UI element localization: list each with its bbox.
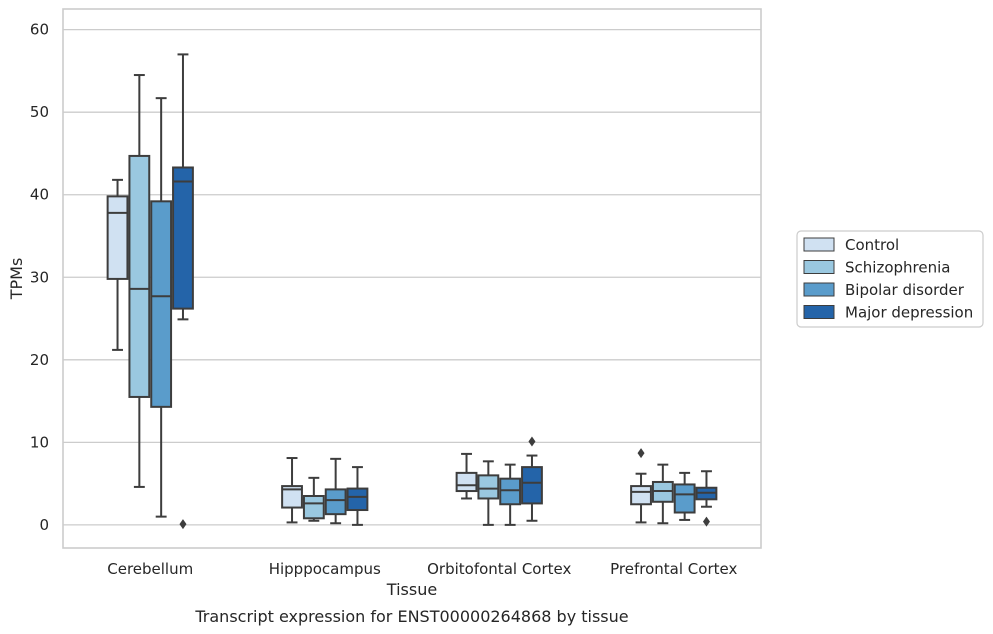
box-iqr <box>106 195 129 280</box>
box-iqr <box>346 487 369 512</box>
box-bipolar-disorder <box>499 463 522 526</box>
box-bipolar-disorder <box>673 471 696 521</box>
outlier-point <box>702 516 710 527</box>
legend-swatch <box>803 305 835 319</box>
y-axis-ticks: 0 10 20 30 40 50 60 <box>30 21 49 534</box>
y-tick-label: 30 <box>30 268 49 286</box>
x-tick-label: Prefrontal Cortex <box>610 560 737 578</box>
y-tick-label: 20 <box>30 351 49 369</box>
y-tick-label: 40 <box>30 186 49 204</box>
legend-swatch <box>803 260 835 274</box>
legend-label: Control <box>845 236 899 254</box>
box-control <box>281 457 303 524</box>
box-iqr <box>172 166 194 310</box>
box-iqr <box>324 488 347 516</box>
plot-area <box>62 8 762 549</box>
box-schizophrenia <box>128 74 151 488</box>
x-tick-label: Orbitofontal Cortex <box>427 560 571 578</box>
y-tick-label: 10 <box>30 433 49 451</box>
legend-swatch <box>803 237 835 252</box>
box-iqr <box>673 483 696 514</box>
y-axis-label: TPMs <box>7 258 26 301</box>
x-axis-ticks: Cerebellum Hipppocampus Orbitofontal Corte… <box>107 560 737 578</box>
box-iqr <box>630 485 652 506</box>
box-major-depression <box>521 436 543 522</box>
box-iqr <box>302 494 325 520</box>
legend-label: Schizophrenia <box>845 259 950 277</box>
outlier-point <box>528 436 536 447</box>
legend: Control Schizophrenia Bipolar disorder Majo… <box>796 230 984 328</box>
box-iqr <box>499 477 522 506</box>
box-bipolar-disorder <box>324 457 347 525</box>
box-major-depression <box>172 53 194 530</box>
box-iqr <box>281 485 303 509</box>
x-axis-label: Tissue <box>386 580 437 599</box>
chart-caption: Transcript expression for ENST0000026486… <box>194 607 628 626</box>
legend-swatch <box>803 282 835 297</box>
box-control <box>630 448 652 524</box>
x-tick-label: Hipppocampus <box>269 560 381 578</box>
y-tick-label: 50 <box>30 103 49 121</box>
box-iqr <box>128 154 151 398</box>
legend-box <box>796 230 984 328</box>
outlier-point <box>637 448 645 459</box>
box-schizophrenia <box>651 463 674 525</box>
legend-label: Major depression <box>845 304 973 322</box>
box-schizophrenia <box>477 460 500 526</box>
box-control <box>455 452 478 500</box>
outlier-point <box>179 519 187 530</box>
box-major-depression <box>695 470 718 527</box>
box-iqr <box>455 471 478 493</box>
box-iqr <box>521 466 543 505</box>
y-tick-label: 0 <box>39 516 49 534</box>
box-bipolar-disorder <box>150 97 173 518</box>
legend-label: Bipolar disorder <box>845 281 965 299</box>
boxes <box>106 53 718 530</box>
y-tick-label: 60 <box>30 21 49 39</box>
box-iqr <box>150 200 173 408</box>
box-schizophrenia <box>302 476 325 522</box>
x-tick-label: Cerebellum <box>107 560 193 578</box>
box-control <box>106 178 129 351</box>
box-iqr <box>477 474 500 500</box>
box-major-depression <box>346 466 369 526</box>
